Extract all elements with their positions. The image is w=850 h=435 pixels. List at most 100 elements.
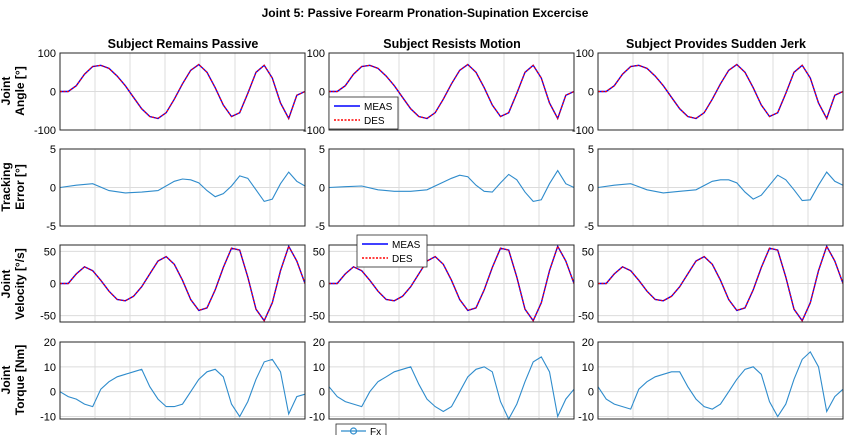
axes-box-angle-jerk — [597, 52, 844, 131]
y-tick-label-angle-jerk: 100 — [576, 48, 594, 60]
y-tick-label-velocity-jerk: 0 — [588, 279, 594, 291]
legend-angle-des-label: DES — [364, 116, 385, 127]
y-tick-label-tracking-error-passive: 5 — [50, 144, 56, 156]
y-tick-label-tracking-error-passive: 0 — [50, 183, 56, 195]
subplot-tracking-error-jerk: -5 0 5 — [584, 144, 844, 233]
subplot-torque-passive: -10 0 10 20 — [40, 337, 306, 424]
y-tick-label-torque-passive: 20 — [44, 337, 56, 349]
y-tick-label-torque-resists: 10 — [313, 362, 325, 374]
legend-velocity-des-label: DES — [392, 254, 413, 265]
y-tick-label-velocity-passive: -50 — [40, 311, 56, 323]
axes-box-velocity-passive — [59, 244, 306, 323]
y-tick-label-angle-resists: -100 — [303, 125, 325, 137]
legend-torque-fx-label: Fx — [370, 427, 381, 435]
figure-title: Joint 5: Passive Forearm Pronation-Supin… — [262, 6, 589, 20]
ylabel-angle: Joint Angle [°] — [0, 66, 27, 115]
y-tick-label-angle-resists: 0 — [319, 87, 325, 99]
subplot-tracking-error-resists: -5 0 5 — [315, 144, 575, 233]
axes-box-velocity-jerk — [597, 244, 844, 323]
y-tick-label-velocity-resists: -50 — [309, 311, 325, 323]
series-des-velocity-jerk — [598, 244, 844, 322]
y-tick-label-angle-resists: 100 — [307, 48, 325, 60]
y-tick-label-tracking-error-jerk: 5 — [588, 144, 594, 156]
legend-torque-fx-marker — [349, 427, 358, 435]
svg-text:Tracking: Tracking — [0, 162, 13, 211]
series-signal-torque-passive — [59, 358, 306, 418]
y-tick-label-torque-passive: 10 — [44, 362, 56, 374]
y-tick-label-velocity-jerk: 50 — [582, 246, 594, 258]
y-tick-label-tracking-error-resists: 0 — [319, 183, 325, 195]
y-tick-label-angle-passive: 100 — [38, 48, 56, 60]
series-signal-torque-jerk — [597, 351, 844, 418]
series-signal-torque-resists — [328, 356, 575, 421]
y-tick-label-torque-jerk: -10 — [578, 412, 594, 424]
subplot-torque-resists: -10 0 10 20 — [309, 337, 575, 424]
y-tick-label-tracking-error-jerk: 0 — [588, 183, 594, 195]
legend-velocity: MEAS DES — [356, 234, 428, 268]
y-tick-label-velocity-resists: 0 — [319, 279, 325, 291]
legend-torque-box — [335, 423, 387, 435]
y-tick-label-torque-passive: -10 — [40, 412, 56, 424]
y-tick-label-angle-jerk: 0 — [588, 87, 594, 99]
subplot-velocity-passive: -50 0 50 — [40, 244, 306, 323]
svg-text:Angle [°]: Angle [°] — [13, 66, 27, 115]
legend-angle-meas-label: MEAS — [364, 102, 393, 113]
y-tick-label-torque-passive: 0 — [50, 387, 56, 399]
axes-box-velocity-resists — [328, 244, 575, 323]
y-tick-label-torque-resists: 0 — [319, 387, 325, 399]
series-des-angle-jerk — [598, 63, 844, 120]
y-tick-label-velocity-passive: 0 — [50, 279, 56, 291]
column-title-passive: Subject Remains Passive — [108, 37, 259, 51]
axes-box-tracking-error-passive — [59, 148, 306, 227]
subplot-velocity-resists: -50 0 50 — [309, 244, 575, 323]
axes-box-torque-resists — [328, 341, 575, 420]
subplot-angle-jerk: -100 0 100 — [572, 48, 844, 137]
axes-box-torque-passive — [59, 341, 306, 420]
ylabel-velocity: Joint Velocity [°/s] — [0, 248, 27, 320]
legend-angle: MEAS DES — [328, 96, 399, 130]
column-title-jerk: Subject Provides Sudden Jerk — [626, 37, 806, 51]
y-tick-label-tracking-error-resists: 5 — [319, 144, 325, 156]
y-tick-label-angle-passive: 0 — [50, 87, 56, 99]
axes-box-angle-passive — [59, 52, 306, 131]
y-tick-label-tracking-error-jerk: -5 — [584, 221, 594, 233]
legend-velocity-meas-label: MEAS — [392, 240, 421, 251]
y-tick-label-torque-jerk: 10 — [582, 362, 594, 374]
series-signal-tracking-error-resists — [328, 169, 575, 203]
subplot-torque-jerk: -10 0 10 20 — [578, 337, 844, 424]
y-tick-label-angle-passive: -100 — [34, 125, 56, 137]
series-des-velocity-resists — [329, 244, 575, 322]
y-tick-label-torque-jerk: 20 — [582, 337, 594, 349]
svg-text:Torque [Nm]: Torque [Nm] — [13, 345, 27, 415]
subplot-tracking-error-passive: -5 0 5 — [46, 144, 306, 233]
y-tick-label-tracking-error-passive: -5 — [46, 221, 56, 233]
y-tick-label-velocity-passive: 50 — [44, 246, 56, 258]
subplot-angle-passive: -100 0 100 — [34, 48, 306, 137]
plot-area-torque-passive — [60, 342, 305, 419]
y-tick-label-torque-jerk: 0 — [588, 387, 594, 399]
series-des-velocity-passive — [60, 244, 306, 322]
legend-angle-box — [328, 96, 399, 130]
svg-text:Joint: Joint — [0, 270, 13, 299]
y-tick-label-torque-resists: -10 — [309, 412, 325, 424]
y-tick-label-velocity-jerk: -50 — [578, 311, 594, 323]
subplot-grid: -1000100-1000100-1000100-505-505-505-500… — [34, 48, 844, 424]
series-signal-tracking-error-passive — [59, 171, 306, 203]
subplot-angle-resists: -100 0 100 — [303, 48, 575, 137]
plot-area-torque-jerk — [598, 342, 843, 419]
plot-area-torque-resists — [329, 342, 574, 419]
ylabel-tracking-error: Tracking Error [°] — [0, 162, 27, 211]
axes-box-tracking-error-resists — [328, 148, 575, 227]
legend-velocity-box — [356, 234, 428, 268]
svg-text:Joint: Joint — [0, 366, 13, 395]
svg-text:Velocity [°/s]: Velocity [°/s] — [13, 248, 27, 320]
series-des-angle-passive — [60, 63, 306, 120]
y-tick-label-angle-jerk: -100 — [572, 125, 594, 137]
axes-box-torque-jerk — [597, 341, 844, 420]
legend-torque: Fx — [335, 423, 387, 435]
column-title-resists: Subject Resists Motion — [383, 37, 521, 51]
svg-text:Error [°]: Error [°] — [13, 164, 27, 209]
series-signal-tracking-error-jerk — [597, 171, 844, 202]
axes-box-tracking-error-jerk — [597, 148, 844, 227]
